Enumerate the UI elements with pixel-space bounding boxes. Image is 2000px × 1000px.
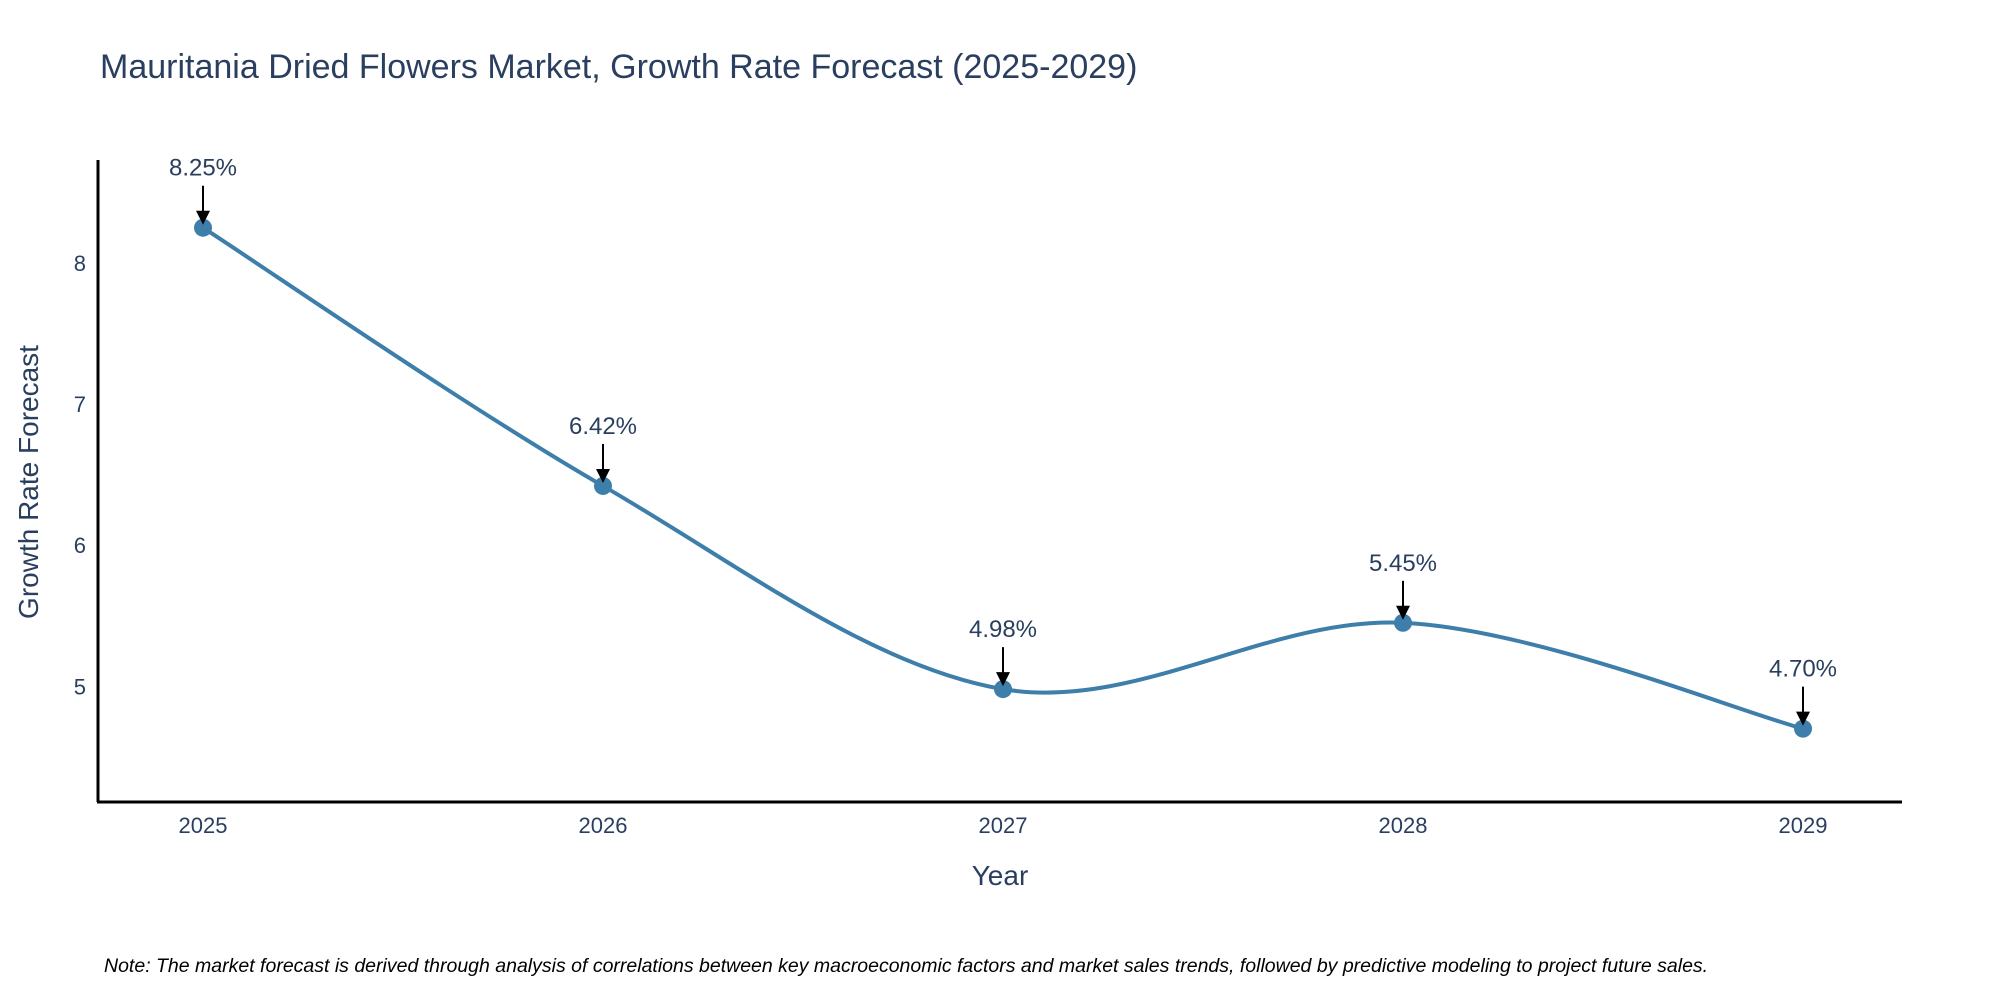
data-point [194,218,212,237]
y-axis-title: Growth Rate Forecast [13,345,44,619]
data-label: 5.45% [1369,550,1437,577]
data-labels: 8.25% 6.42% 4.98% 5.45% 4.70% [169,155,1837,726]
chart-title: Mauritania Dried Flowers Market, Growth … [100,48,1137,86]
data-label: 6.42% [569,413,637,440]
y-tick-labels: 5 6 7 8 [74,251,86,699]
data-point [1394,613,1412,632]
annotation-arrow-head [996,672,1010,687]
data-point [994,680,1012,699]
annotation-arrow-head [1796,711,1810,726]
annotation-arrow-head [1396,605,1410,620]
annotation-arrow-head [596,468,610,483]
y-tick-label: 8 [74,251,86,276]
data-label: 8.25% [169,155,237,182]
data-label: 4.70% [1769,656,1837,683]
footnote: Note: The market forecast is derived thr… [104,955,1708,977]
x-tick-label: 2025 [179,813,228,838]
x-tick-label: 2028 [1379,813,1428,838]
x-tick-label: 2026 [579,813,628,838]
annotation-arrow-head [196,210,210,225]
data-markers [194,218,1812,738]
y-tick-label: 6 [74,533,86,558]
x-tick-labels: 2025 2026 2027 2028 2029 [179,813,1828,838]
y-tick-label: 7 [74,392,86,417]
y-tick-label: 5 [74,674,86,699]
x-axis-title: Year [972,860,1029,891]
data-point [1794,719,1812,738]
data-point [594,476,612,495]
data-label: 4.98% [969,616,1037,643]
x-tick-label: 2027 [979,813,1028,838]
axes [96,160,1902,804]
x-tick-label: 2029 [1779,813,1828,838]
